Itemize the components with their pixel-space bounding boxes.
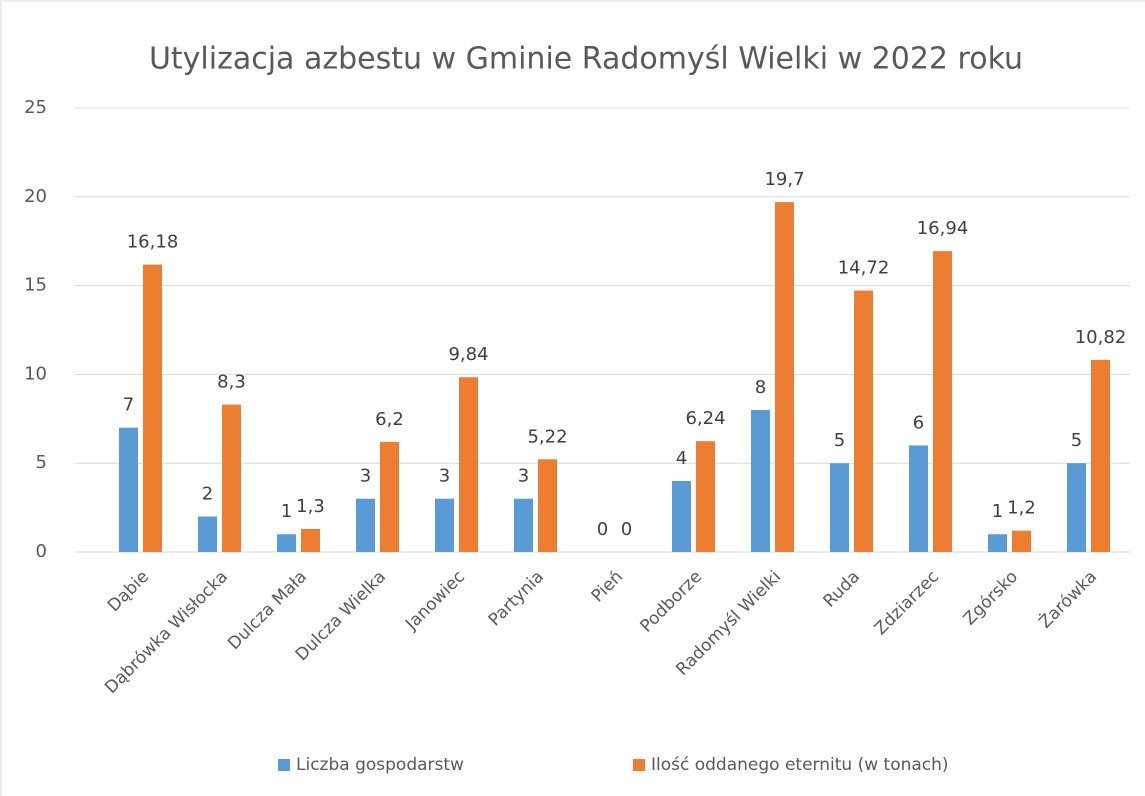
x-tick-label: Żarówka [1035,566,1101,632]
bar [988,534,1007,552]
value-label: 6 [913,412,924,433]
bar [119,427,138,552]
x-tick-label: Dąbie [104,567,153,616]
x-tick-label: Zgórsko [960,567,1022,629]
value-label: 5 [1071,430,1082,451]
x-tick-label: Ruda [820,567,865,612]
bar [1012,530,1031,552]
value-label: 7 [123,395,134,416]
bar [775,202,794,553]
x-tick-label: Zdziarzec [871,567,943,639]
value-label: 6,24 [685,408,725,429]
value-label: 9,84 [448,344,488,365]
y-tick-label: 5 [36,452,47,473]
bar [854,290,873,552]
bar [514,498,533,552]
bar [222,404,241,552]
bar [435,498,454,552]
value-label: 3 [360,466,371,487]
value-label: 16,94 [917,218,969,239]
y-tick-label: 20 [24,186,47,207]
value-label: 1,3 [296,496,325,517]
legend-swatch [278,759,290,771]
bar [1067,463,1086,552]
value-label: 0 [621,519,632,540]
x-tick-label: Janowiec [401,567,469,635]
legend-label: Ilość oddanego eternitu (w tonach) [651,755,949,775]
bar [1091,359,1110,552]
value-label: 3 [518,466,529,487]
legend-label: Liczba gospodarstw [296,755,464,775]
bar [143,264,162,552]
value-label: 8 [755,377,766,398]
value-label: 2 [202,483,213,504]
value-label: 6,2 [375,409,404,430]
x-tick-label: Partynia [485,567,548,630]
y-tick-label: 25 [24,97,47,118]
value-label: 1 [992,501,1003,522]
value-label: 3 [439,466,450,487]
value-label: 0 [597,519,608,540]
value-label: 19,7 [764,169,804,190]
value-label: 1,2 [1007,498,1036,519]
bar [301,528,320,552]
value-label: 16,18 [127,232,179,253]
bar [277,534,296,552]
bar [672,480,691,552]
value-label: 5 [834,430,845,451]
x-tick-label: Dulcza Mała [224,567,311,654]
bar [538,459,557,552]
bar [459,377,478,552]
bar [830,463,849,552]
value-label: 1 [281,501,292,522]
x-tick-label: Pień [588,567,627,606]
x-tick-label: Podborze [636,567,706,637]
bar [380,441,399,552]
chart-title: Utylizacja azbestu w Gminie Radomyśl Wie… [149,42,1023,77]
value-label: 14,72 [838,258,890,279]
bar [696,441,715,552]
bar [198,516,217,552]
value-label: 5,22 [527,426,567,447]
bar [356,498,375,552]
bar [909,445,928,552]
value-label: 10,82 [1075,327,1127,348]
value-label: 4 [676,448,687,469]
legend-swatch [633,759,645,771]
value-label: 8,3 [217,372,246,393]
y-tick-label: 10 [24,363,47,384]
y-tick-label: 15 [24,275,47,296]
y-tick-label: 0 [36,541,47,562]
bar [933,251,952,552]
bar [751,409,770,552]
